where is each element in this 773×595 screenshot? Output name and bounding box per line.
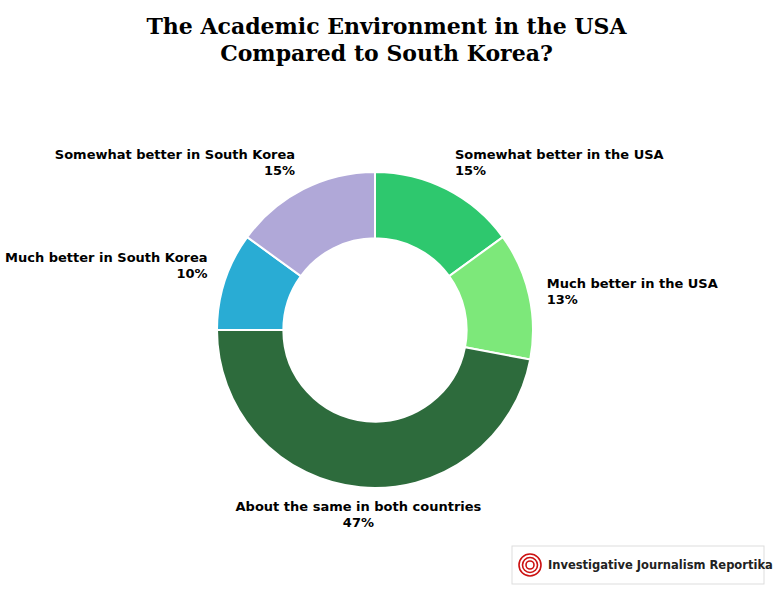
data-label: 10%: [176, 266, 207, 281]
slice-label: Much better in the USA: [547, 276, 718, 291]
slice: [449, 237, 533, 359]
chart: The Academic Environment in the USACompa…: [0, 0, 773, 595]
slice: [247, 172, 375, 276]
watermark-logo: [523, 558, 538, 573]
data-label: 15%: [455, 163, 486, 178]
slice: [217, 330, 530, 488]
title: The Academic Environment in the USACompa…: [146, 13, 627, 66]
slice-label: About the same in both countries: [236, 499, 482, 514]
watermark-logo: [519, 554, 541, 576]
data-label: 47%: [343, 515, 374, 530]
slice-label: Much better in South Korea: [5, 250, 208, 265]
slice-label: Somewhat better in the USA: [455, 147, 664, 162]
slice-label: Somewhat better in South Korea: [55, 147, 295, 162]
watermark: Investigative Journalism Reportika: [512, 546, 773, 584]
data-label: 13%: [547, 292, 578, 307]
data-label: 15%: [264, 163, 295, 178]
labels: Somewhat better in the USA15%Much better…: [5, 147, 718, 530]
slices: [217, 172, 533, 488]
annotation: Investigative Journalism Reportika: [548, 558, 773, 572]
watermark-logo: [526, 561, 534, 569]
